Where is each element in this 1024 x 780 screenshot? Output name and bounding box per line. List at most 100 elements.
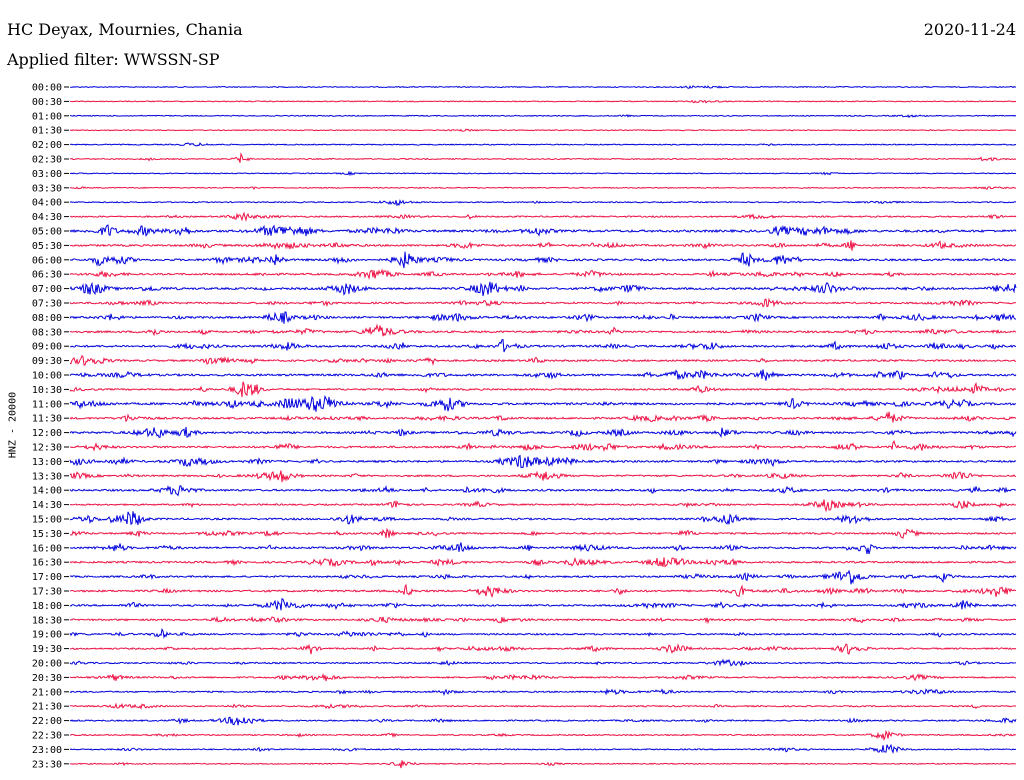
row-label: 17:30: [32, 587, 62, 598]
row-label: 06:00: [32, 255, 62, 266]
trace-0400: [69, 198, 1017, 207]
trace-1930: [69, 643, 1017, 655]
row-label: 00:00: [32, 83, 62, 94]
row-label: 08:30: [32, 327, 62, 338]
trace-0730: [69, 297, 1017, 308]
row-label: 06:30: [32, 270, 62, 281]
trace-0100: [69, 114, 1017, 119]
trace-0430: [69, 211, 1017, 223]
row-label: 21:00: [32, 687, 62, 698]
row-label: 15:30: [32, 529, 62, 540]
trace-1130: [69, 411, 1017, 423]
row-label: 16:30: [32, 558, 62, 569]
trace-2300: [69, 743, 1017, 755]
trace-1600: [69, 542, 1017, 555]
row-label: 03:30: [32, 183, 62, 194]
trace-0200: [69, 142, 1017, 147]
row-label: 09:30: [32, 356, 62, 367]
trace-1800: [69, 597, 1017, 611]
trace-1330: [69, 470, 1017, 483]
row-label: 05:00: [32, 227, 62, 238]
trace-1000: [69, 369, 1017, 381]
trace-0300: [69, 170, 1017, 177]
trace-0230: [69, 152, 1017, 163]
trace-0600: [69, 251, 1017, 269]
row-label: 08:00: [32, 313, 62, 324]
trace-1230: [69, 440, 1017, 452]
trace-0030: [69, 99, 1017, 104]
row-label: 23:30: [32, 759, 62, 770]
row-label: 13:00: [32, 457, 62, 468]
trace-0800: [69, 311, 1017, 324]
row-label: 20:00: [32, 659, 62, 670]
row-label: 11:00: [32, 399, 62, 410]
trace-0830: [69, 323, 1017, 337]
trace-0630: [69, 268, 1017, 280]
row-label: 07:30: [32, 299, 62, 310]
trace-1030: [69, 381, 1017, 398]
row-label: 18:30: [32, 615, 62, 626]
row-label: 02:30: [32, 155, 62, 166]
trace-1630: [69, 557, 1017, 568]
row-label: 15:00: [32, 515, 62, 526]
trace-1900: [69, 628, 1017, 639]
trace-1500: [69, 511, 1017, 526]
date-label: 2020-11-24: [923, 20, 1016, 39]
trace-0530: [69, 240, 1017, 251]
row-label: 22:30: [32, 731, 62, 742]
trace-0500: [69, 224, 1017, 237]
row-label: 02:00: [32, 140, 62, 151]
trace-2000: [69, 658, 1017, 667]
row-label: 10:30: [32, 385, 62, 396]
trace-0700: [69, 281, 1017, 297]
row-label: 16:00: [32, 543, 62, 554]
trace-0130: [69, 128, 1017, 132]
row-label: 18:00: [32, 601, 62, 612]
trace-2100: [69, 687, 1017, 696]
row-label: 09:00: [32, 342, 62, 353]
row-label: 14:00: [32, 486, 62, 497]
row-label: 21:30: [32, 702, 62, 713]
trace-0930: [70, 354, 1017, 367]
row-label: 01:00: [32, 111, 62, 122]
row-label: 20:30: [32, 673, 62, 684]
trace-2030: [69, 673, 1017, 682]
row-label: 05:30: [32, 241, 62, 252]
trace-1430: [69, 499, 1017, 513]
trace-0900: [69, 339, 1017, 353]
row-label: 13:30: [32, 471, 62, 482]
trace-1530: [69, 527, 1017, 539]
row-label: 12:00: [32, 428, 62, 439]
row-label: 00:30: [32, 97, 62, 108]
trace-2130: [69, 702, 1017, 710]
row-label: 11:30: [32, 414, 62, 425]
row-label: 10:00: [32, 371, 62, 382]
row-label: 22:00: [32, 716, 62, 727]
trace-0330: [69, 186, 1017, 190]
row-label: 19:30: [32, 644, 62, 655]
station-title: HC Deyax, Mournies, Chania: [7, 20, 243, 39]
trace-2330: [69, 760, 1017, 769]
trace-2200: [69, 716, 1017, 726]
row-label: 07:00: [32, 284, 62, 295]
trace-1830: [69, 615, 1017, 625]
trace-1100: [69, 394, 1017, 412]
row-label: 04:00: [32, 198, 62, 209]
row-label: 04:30: [32, 212, 62, 223]
row-label: 01:30: [32, 126, 62, 137]
trace-1400: [69, 485, 1017, 497]
trace-1300: [69, 454, 1017, 469]
filter-label: Applied filter: WWSSN-SP: [7, 50, 220, 69]
trace-1700: [69, 569, 1017, 585]
trace-1200: [69, 426, 1017, 438]
row-label: 14:30: [32, 500, 62, 511]
row-label: 03:00: [32, 169, 62, 180]
row-label: 17:00: [32, 572, 62, 583]
row-label: 12:30: [32, 443, 62, 454]
row-label: 19:00: [32, 630, 62, 641]
trace-0000: [69, 85, 1017, 89]
trace-2230: [69, 729, 1017, 742]
trace-1730: [69, 583, 1017, 599]
row-label: 23:00: [32, 745, 62, 756]
